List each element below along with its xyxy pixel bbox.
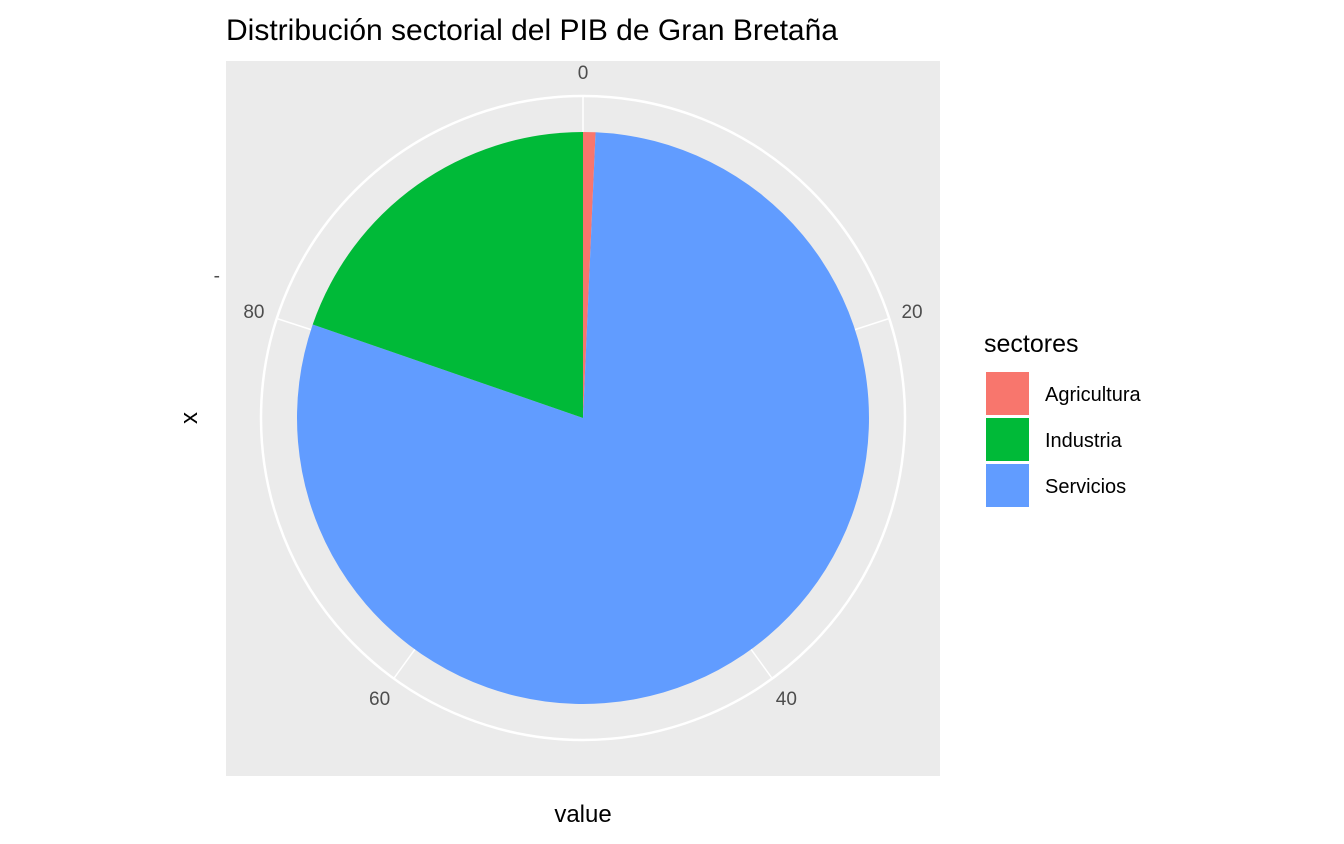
legend-swatch-agricultura bbox=[986, 372, 1029, 415]
legend-title: sectores bbox=[984, 330, 1078, 358]
pie-slice-servicios bbox=[297, 132, 870, 704]
legend-label: Servicios bbox=[1045, 476, 1126, 498]
pie-slice-industria bbox=[312, 131, 583, 418]
chart-title: Distribución sectorial del PIB de Gran B… bbox=[226, 14, 838, 47]
legend: sectores Agricultura Industria Servicios bbox=[984, 330, 1141, 507]
x-axis-title: value bbox=[554, 801, 611, 828]
y-tick-label: - bbox=[214, 266, 220, 287]
pie-slice-agricultura bbox=[583, 132, 596, 418]
tick-layer: 0 20 40 60 80 bbox=[243, 63, 922, 710]
slice-layer bbox=[297, 131, 870, 704]
theta-tick-label: 20 bbox=[901, 302, 922, 323]
legend-swatch-industria bbox=[986, 418, 1029, 461]
y-axis-title: x bbox=[176, 412, 203, 424]
theta-tick-label: 60 bbox=[369, 689, 390, 710]
legend-label: Industria bbox=[1045, 430, 1123, 452]
theta-tick-label: 0 bbox=[578, 63, 589, 84]
theta-tick-label: 80 bbox=[243, 302, 264, 323]
legend-label: Agricultura bbox=[1045, 384, 1141, 406]
legend-items: Agricultura Industria Servicios bbox=[986, 372, 1141, 507]
theta-tick-label: 40 bbox=[776, 689, 797, 710]
legend-swatch-servicios bbox=[986, 464, 1029, 507]
